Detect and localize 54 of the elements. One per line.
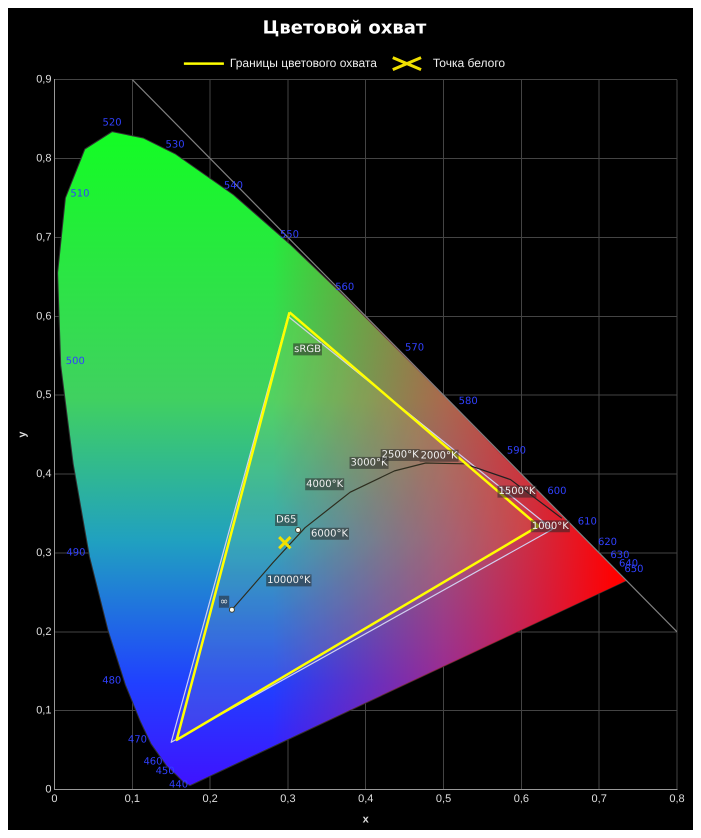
annotation: ∞ [220,596,228,608]
annotation: 490 [66,547,86,558]
annotation: 600 [547,486,566,497]
point [295,527,302,534]
y-axis-title: y [16,430,29,438]
annotation: 3000°K [350,457,388,468]
x-tick-label: 0,7 [592,793,607,806]
x-tick-label: 0,4 [358,793,374,806]
annotation: 460 [143,756,163,768]
point [278,536,292,550]
y-tick-label: 0,7 [36,231,52,244]
x-tick-label: 0,8 [669,793,685,806]
annotation: 560 [335,282,354,294]
annotation: 550 [280,229,300,240]
annotation: 540 [224,180,244,192]
annotation: 520 [102,117,122,128]
x-tick-label: 0,3 [280,793,296,806]
chart-title: Цветовой охват [262,17,427,38]
legend-label: Точка белого [432,56,506,70]
annotation: 590 [506,446,526,457]
annotation: 570 [404,342,424,354]
annotation: 470 [128,734,147,746]
y-tick-label: 0,4 [36,468,52,480]
y-tick-label: 0,5 [36,389,52,402]
legend-label: Границы цветового охвата [230,56,378,70]
y-tick-label: 0,2 [36,626,52,638]
y-tick-label: 0,1 [36,704,52,717]
y-tick-label: 0,8 [36,152,52,165]
x-tick-label: 0,1 [124,793,140,806]
annotation: 580 [458,396,478,408]
y-tick-label: 0 [45,784,52,796]
y-tick-label: 0,6 [36,310,52,322]
annotation: 6000°K [311,528,348,540]
x-tick-label: 0,6 [514,793,530,806]
annotation: 510 [70,188,90,200]
annotation: 4000°K [306,478,344,490]
y-tick-label: 0,9 [36,74,52,86]
annotation: 480 [102,675,122,686]
y-tick-label: 0,3 [36,546,52,559]
annotation: 530 [166,139,185,150]
annotation: 1500°K [498,486,536,498]
annotation: 1000°K [532,520,570,532]
x-tick-label: 0,2 [202,793,218,806]
annotation: 610 [578,516,597,528]
x-axis-title: x [362,813,370,826]
x-tick-label: 0,5 [436,793,452,806]
annotation: 500 [66,356,85,367]
point [228,606,235,613]
annotation: D65 [276,514,296,526]
annotation: 2000°K [420,450,458,462]
annotation: 440 [169,780,188,791]
annotation: 620 [598,537,618,548]
annotation: sRGB [294,344,322,355]
annotation: 10000°K [267,574,311,586]
